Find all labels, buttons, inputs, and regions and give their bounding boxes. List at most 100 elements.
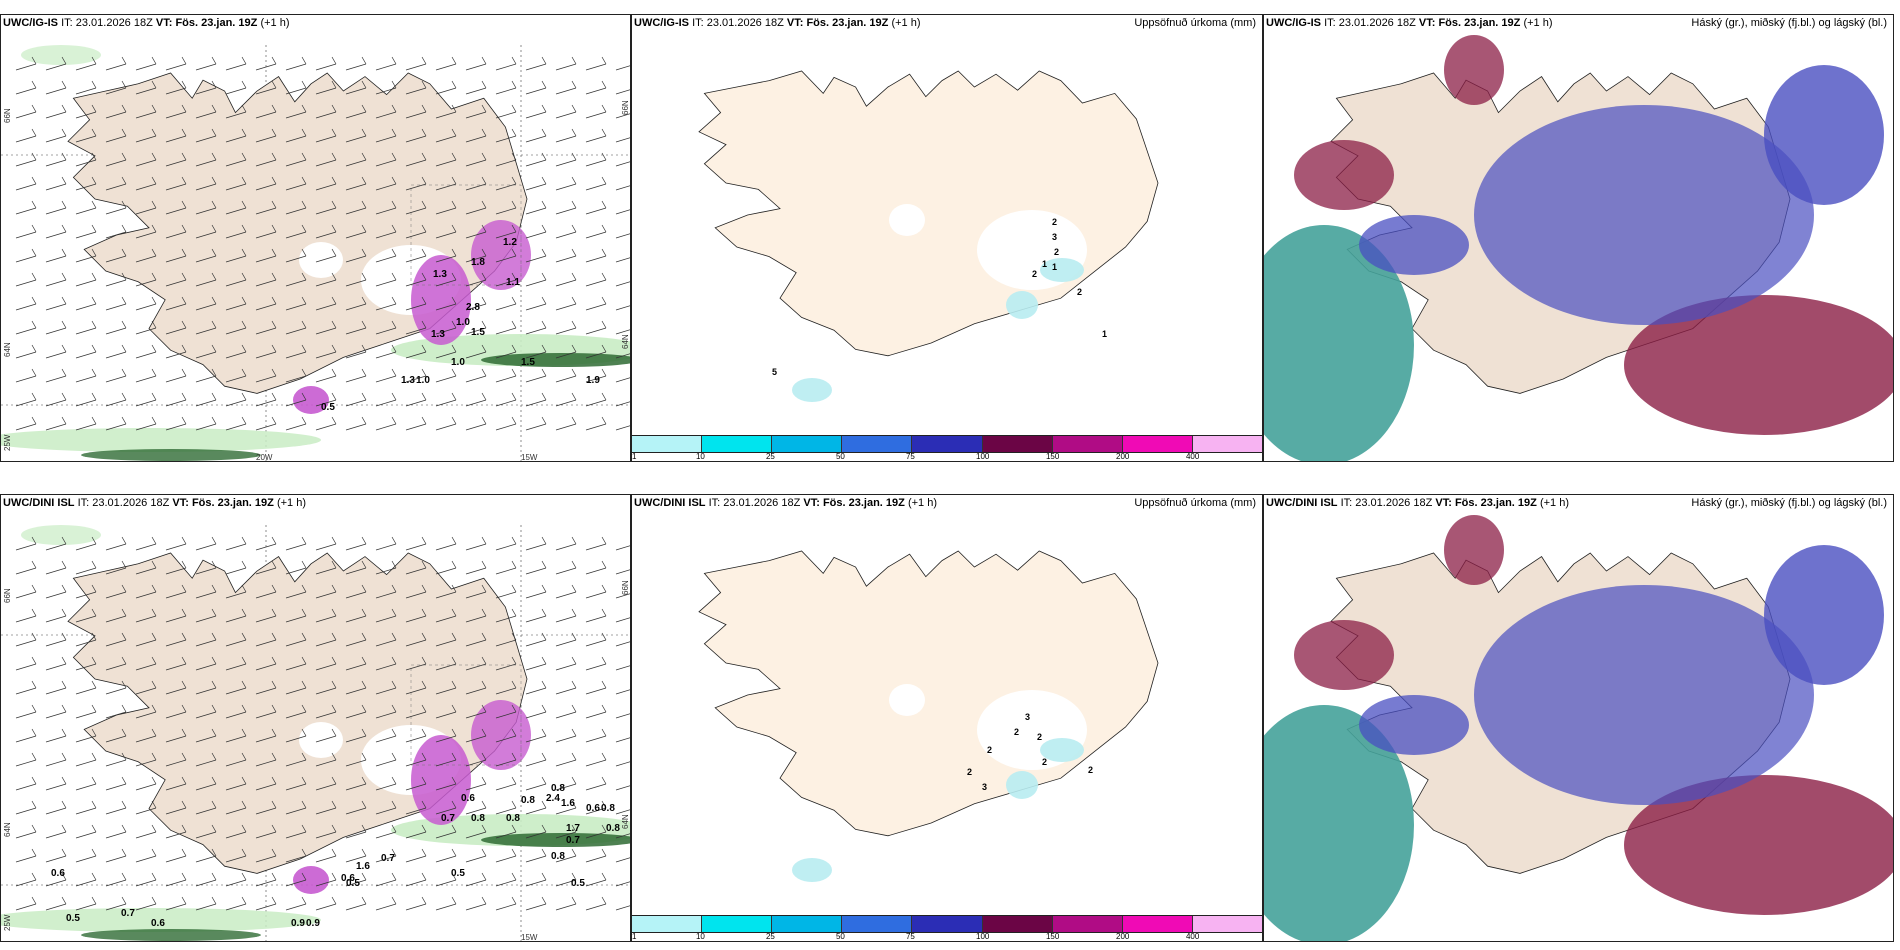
barb-staff xyxy=(315,687,337,695)
wind-barb xyxy=(585,824,607,839)
barb-staff xyxy=(105,711,127,719)
barb-staff xyxy=(525,591,547,599)
wind-barb xyxy=(165,296,187,311)
barb-flag xyxy=(271,680,277,689)
barb-flag xyxy=(451,776,457,785)
wind-barb xyxy=(15,368,37,383)
barb-staff xyxy=(195,591,217,599)
wind-barb xyxy=(345,128,367,143)
barb-staff xyxy=(495,231,517,239)
barb-staff xyxy=(135,735,157,743)
value-label: 1.2 xyxy=(503,237,517,248)
barb-staff xyxy=(165,663,187,671)
barb-flag xyxy=(361,560,367,569)
wind-barb xyxy=(375,896,397,911)
barb-staff xyxy=(225,759,247,767)
wind-barb xyxy=(465,104,487,119)
barb-flag xyxy=(241,656,247,665)
barb-flag xyxy=(421,656,427,665)
wind-barb xyxy=(405,152,427,167)
low-cloud xyxy=(1764,545,1884,685)
barb-staff xyxy=(135,711,157,719)
wind-barb xyxy=(285,416,307,431)
barb-flag xyxy=(151,104,157,113)
barb-flag xyxy=(511,176,517,185)
barb-staff xyxy=(465,615,487,623)
barb-flag xyxy=(481,200,487,209)
barb-flag xyxy=(151,368,157,377)
barb-staff xyxy=(495,399,517,407)
barb-flag xyxy=(241,368,247,377)
wind-barb xyxy=(525,632,547,647)
wind-barb xyxy=(315,392,337,407)
barb-flag xyxy=(391,224,397,233)
wind-barb xyxy=(525,200,547,215)
barb-staff xyxy=(555,87,577,95)
barb-staff xyxy=(315,351,337,359)
wind-barb xyxy=(495,392,517,407)
value-label: 0.5 xyxy=(571,878,585,889)
wind-barb xyxy=(525,248,547,263)
wind-barb xyxy=(165,176,187,191)
barb-staff xyxy=(45,783,67,791)
wind-barb xyxy=(105,608,127,623)
barb-staff xyxy=(345,87,367,95)
wind-barb xyxy=(195,416,217,431)
barb-staff xyxy=(165,423,187,431)
barb-staff xyxy=(225,543,247,551)
lead-time: (+1 h) xyxy=(260,17,290,29)
barb-staff xyxy=(45,687,67,695)
barb-staff xyxy=(195,879,217,887)
barb-flag xyxy=(481,176,487,185)
barb-flag xyxy=(481,584,487,593)
mid-cloud xyxy=(1294,620,1394,690)
barb-staff xyxy=(285,399,307,407)
barb-flag xyxy=(571,776,577,785)
wind-barb xyxy=(405,392,427,407)
wind-barb xyxy=(195,104,217,119)
barb-staff xyxy=(525,855,547,863)
wind-barb xyxy=(105,128,127,143)
wind-barb xyxy=(105,896,127,911)
barb-flag xyxy=(181,224,187,233)
barb-staff xyxy=(285,375,307,383)
wind-barb xyxy=(555,368,577,383)
init-time: 23.01.2026 18Z xyxy=(706,17,784,29)
wind-barb xyxy=(195,560,217,575)
barb-staff xyxy=(465,687,487,695)
barb-staff xyxy=(165,159,187,167)
barb-flag xyxy=(331,392,337,401)
wind-barb xyxy=(45,536,67,551)
barb-staff xyxy=(615,89,630,95)
barb-staff xyxy=(525,543,547,551)
wind-barb xyxy=(465,776,487,791)
barb-staff xyxy=(165,903,187,911)
barb-flag xyxy=(301,272,307,281)
wind-barb xyxy=(465,752,487,767)
wind-barb xyxy=(165,416,187,431)
barb-flag xyxy=(361,656,367,665)
wind-barb xyxy=(315,104,337,119)
wind-barb xyxy=(45,800,67,815)
barb-staff xyxy=(165,327,187,335)
wind-barb xyxy=(495,56,517,71)
barb-staff xyxy=(495,159,517,167)
barb-flag xyxy=(601,80,607,89)
barb-flag xyxy=(31,320,37,329)
barb-staff xyxy=(435,87,457,95)
wind-barb xyxy=(15,80,37,95)
barb-flag xyxy=(151,536,157,545)
barb-flag xyxy=(481,56,487,65)
wind-barb xyxy=(15,872,37,887)
wind-barb xyxy=(435,560,457,575)
barb-staff xyxy=(315,663,337,671)
wind-barb xyxy=(405,872,427,887)
colorbar-swatch xyxy=(842,916,913,932)
barb-staff xyxy=(495,831,517,839)
value-label: 2.4 xyxy=(546,793,560,804)
colorbar-swatch xyxy=(772,916,843,932)
barb-flag xyxy=(211,416,217,425)
barb-flag xyxy=(61,272,67,281)
colorbar-tick: 25 xyxy=(765,452,775,461)
barb-flag xyxy=(481,104,487,113)
